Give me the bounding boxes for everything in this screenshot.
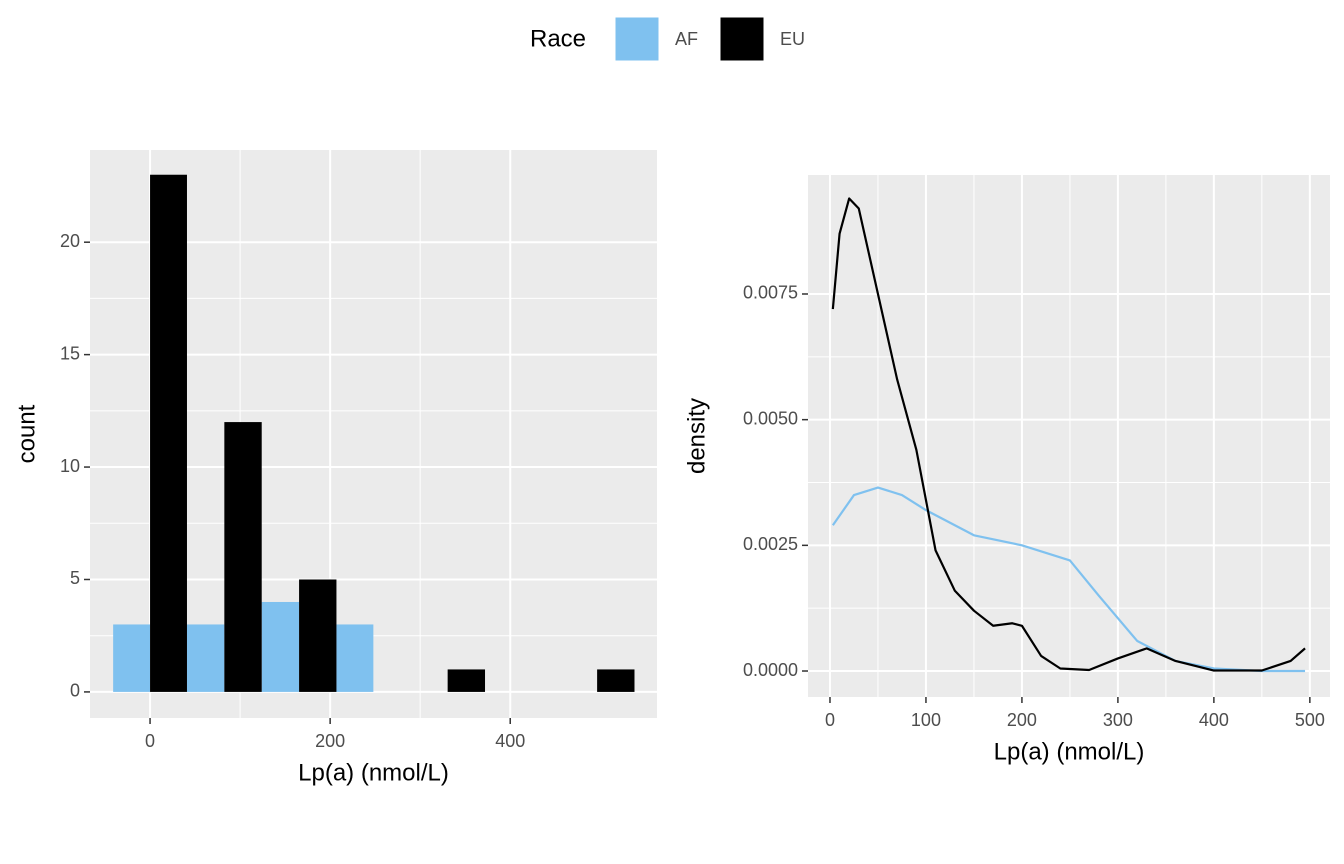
legend-key [614, 16, 660, 62]
bar [186, 624, 225, 692]
density-line [831, 486, 1306, 673]
y-tick-label: 0 [70, 681, 80, 701]
x-axis-title: Lp(a) (nmol/L) [298, 759, 449, 786]
legend-title: Race [530, 25, 586, 52]
legend-key [719, 16, 765, 62]
y-tick-label: 0.0050 [743, 408, 798, 428]
x-tick-label: 0 [825, 710, 835, 730]
bar [336, 624, 374, 692]
x-tick-label: 500 [1295, 710, 1325, 730]
y-axis-title: count [13, 404, 40, 463]
bar [447, 669, 486, 692]
x-axis-title: Lp(a) (nmol/L) [994, 738, 1145, 765]
y-tick-label: 0.0025 [743, 534, 798, 554]
y-tick-label: 15 [60, 343, 80, 363]
x-tick-label: 300 [1103, 710, 1133, 730]
y-tick-label: 5 [70, 568, 80, 588]
x-tick-label: 200 [315, 731, 345, 751]
y-tick-label: 0.0000 [743, 660, 798, 680]
y-tick-label: 20 [60, 231, 80, 251]
legend-label: EU [780, 29, 805, 49]
bar [299, 579, 337, 692]
bar [224, 422, 262, 692]
y-axis-title: density [683, 398, 710, 474]
y-tick-label: 10 [60, 456, 80, 476]
x-tick-label: 0 [145, 731, 155, 751]
bar [113, 624, 151, 692]
x-tick-label: 200 [1007, 710, 1037, 730]
density-line [831, 197, 1306, 672]
legend-label: AF [675, 29, 698, 49]
x-tick-label: 400 [495, 731, 525, 751]
y-tick-label: 0.0075 [743, 283, 798, 303]
panel [808, 175, 1330, 697]
bar [261, 601, 300, 692]
bar [597, 669, 635, 692]
x-tick-label: 100 [911, 710, 941, 730]
x-tick-label: 400 [1199, 710, 1229, 730]
bar [150, 174, 187, 692]
